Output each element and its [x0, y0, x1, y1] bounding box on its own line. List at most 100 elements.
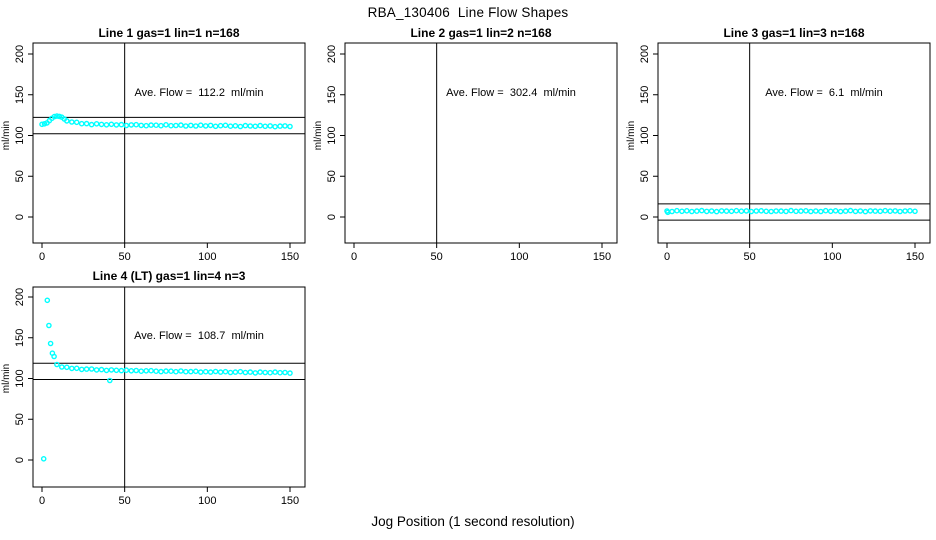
subplot-1-data-point: [148, 122, 154, 128]
subplot-4-data-point: [158, 368, 164, 375]
subplot-1-data-point: [217, 122, 224, 129]
subplot-4-data-point: [64, 364, 70, 371]
subplot-1-plot-box: [32, 42, 306, 244]
subplot-1-data-point: [267, 123, 274, 129]
subplot-1-y-axis-unit-label: ml/min: [1, 121, 12, 150]
subplot-4-data-point: [133, 367, 139, 374]
subplot-1-data-point: [252, 123, 259, 130]
subplot-4-data-point: [232, 369, 239, 375]
subplot-3-data-point: [892, 208, 899, 214]
subplot-1-data-point: [78, 120, 85, 127]
subplot-4-y-tick-label: 100: [14, 369, 26, 387]
subplot-4-data-point: [46, 322, 52, 329]
subplot-1-data-point: [187, 122, 194, 129]
subplot-3-data-point: [907, 207, 913, 214]
subplot-4-data-point: [59, 364, 65, 370]
subplot-4-data-point: [262, 369, 269, 376]
subplot-3-data-point: [723, 208, 730, 214]
subplot-1-y-tick-label: 150: [14, 86, 26, 104]
subplot-3-data-point: [798, 208, 804, 214]
subplot-3-data-point: [832, 207, 839, 214]
subplot-4-data-point: [44, 297, 51, 304]
subplot-3-data-point: [713, 208, 720, 215]
subplot-1-data-point: [73, 119, 80, 126]
subplot-4-data-point: [257, 369, 264, 375]
subplot-2-y-tick-label: 0: [326, 214, 338, 220]
subplot-3-data-point: [912, 208, 918, 215]
subplot-4-data-point: [78, 366, 85, 373]
subplot-3-data-point: [698, 207, 705, 214]
subplot-4-data-point: [202, 368, 209, 375]
subplot-4-data-point: [51, 353, 57, 360]
subplot-4-data-point: [217, 369, 224, 375]
subplot-3-data-point: [679, 208, 685, 215]
subplot-1-data-point: [88, 121, 95, 128]
subplot-2-x-tick-label: 150: [593, 251, 611, 263]
subplot-4-x-tick-label: 150: [281, 495, 299, 507]
subplot-1-data-point: [163, 122, 169, 128]
subplot-1-data-point: [64, 118, 70, 124]
subplot-1-data-point: [168, 122, 174, 129]
subplot-3-data-point: [862, 208, 869, 215]
subplot-2-title: Line 2 gas=1 lin=2 n=168: [410, 26, 552, 40]
subplot-1-data-point: [128, 122, 135, 128]
subplot-1-data-point: [277, 123, 283, 129]
subplot-4-data-point: [207, 369, 214, 375]
subplot-3-x-tick-label: 50: [744, 251, 756, 263]
subplot-1-data-point: [108, 121, 115, 128]
subplot-1-data-point: [118, 121, 125, 128]
subplot-1-data-point: [93, 121, 100, 127]
subplot-1-data-point: [242, 122, 249, 129]
subplot-3-data-point: [738, 208, 745, 214]
subplot-4-y-tick-label: 200: [14, 288, 26, 306]
subplot-4-data-point: [187, 368, 194, 375]
subplot-4-data-point: [138, 368, 144, 375]
subplot-4-data-point: [237, 368, 244, 375]
subplot-4-data-point: [227, 369, 234, 376]
subplot-1-data-point: [272, 123, 278, 130]
subplot-4-data-point: [192, 368, 199, 375]
subplot-4-data-point: [242, 369, 249, 376]
subplot-1-data-point: [173, 122, 179, 129]
subplot-4-y-axis-unit-label: ml/min: [1, 364, 12, 393]
subplot-3-data-point: [718, 208, 725, 214]
subplot-4-data-point: [267, 369, 274, 376]
subplot-1-data-point: [212, 123, 219, 130]
subplot-4-data-point: [107, 377, 113, 384]
subplot-3-data-point: [728, 208, 735, 215]
subplot-1-data-point: [207, 122, 214, 129]
subplot-4-data-point: [83, 366, 90, 372]
subplot-4-data-point: [113, 367, 120, 374]
subplot-1-data-point: [232, 123, 239, 129]
subplot-1-data-point: [237, 123, 244, 130]
subplot-3-data-point: [669, 208, 675, 215]
subplot-3-data-point: [788, 207, 794, 214]
subplot-4-data-point: [88, 366, 95, 372]
subplot-4-data-point: [163, 368, 169, 374]
subplot-4-data-point: [178, 368, 184, 374]
subplot-1-data-point: [192, 123, 199, 129]
subplot-3-data-point: [803, 207, 809, 214]
subplot-3-data-point: [708, 208, 715, 214]
subplot-4-data-point: [103, 367, 110, 374]
subplot-4-data-point: [98, 366, 105, 373]
subplot-4-data-point: [123, 367, 130, 374]
subplot-4-title: Line 4 (LT) gas=1 lin=4 n=3: [92, 269, 246, 283]
subplot-1-x-tick-label: 150: [281, 251, 299, 263]
subplot-3-data-point: [877, 208, 884, 215]
subplot-4-data-point: [73, 365, 80, 372]
subplot-4-data-point: [143, 367, 149, 374]
subplot-3-data-point: [684, 207, 690, 214]
subplot-3-data-point: [852, 208, 859, 215]
subplot-1-y-tick-label: 200: [14, 45, 26, 63]
subplot-4-data-point: [282, 369, 288, 376]
subplot-1-data-point: [247, 123, 254, 129]
subplot-4-x-tick-label: 100: [198, 495, 216, 507]
subplot-3-plot-box: [657, 42, 931, 244]
subplot-3-data-point: [872, 208, 879, 214]
subplot-1-data-point: [178, 122, 184, 128]
subplot-3-y-tick-label: 200: [639, 45, 651, 63]
subplot-1-data-point: [282, 123, 288, 129]
